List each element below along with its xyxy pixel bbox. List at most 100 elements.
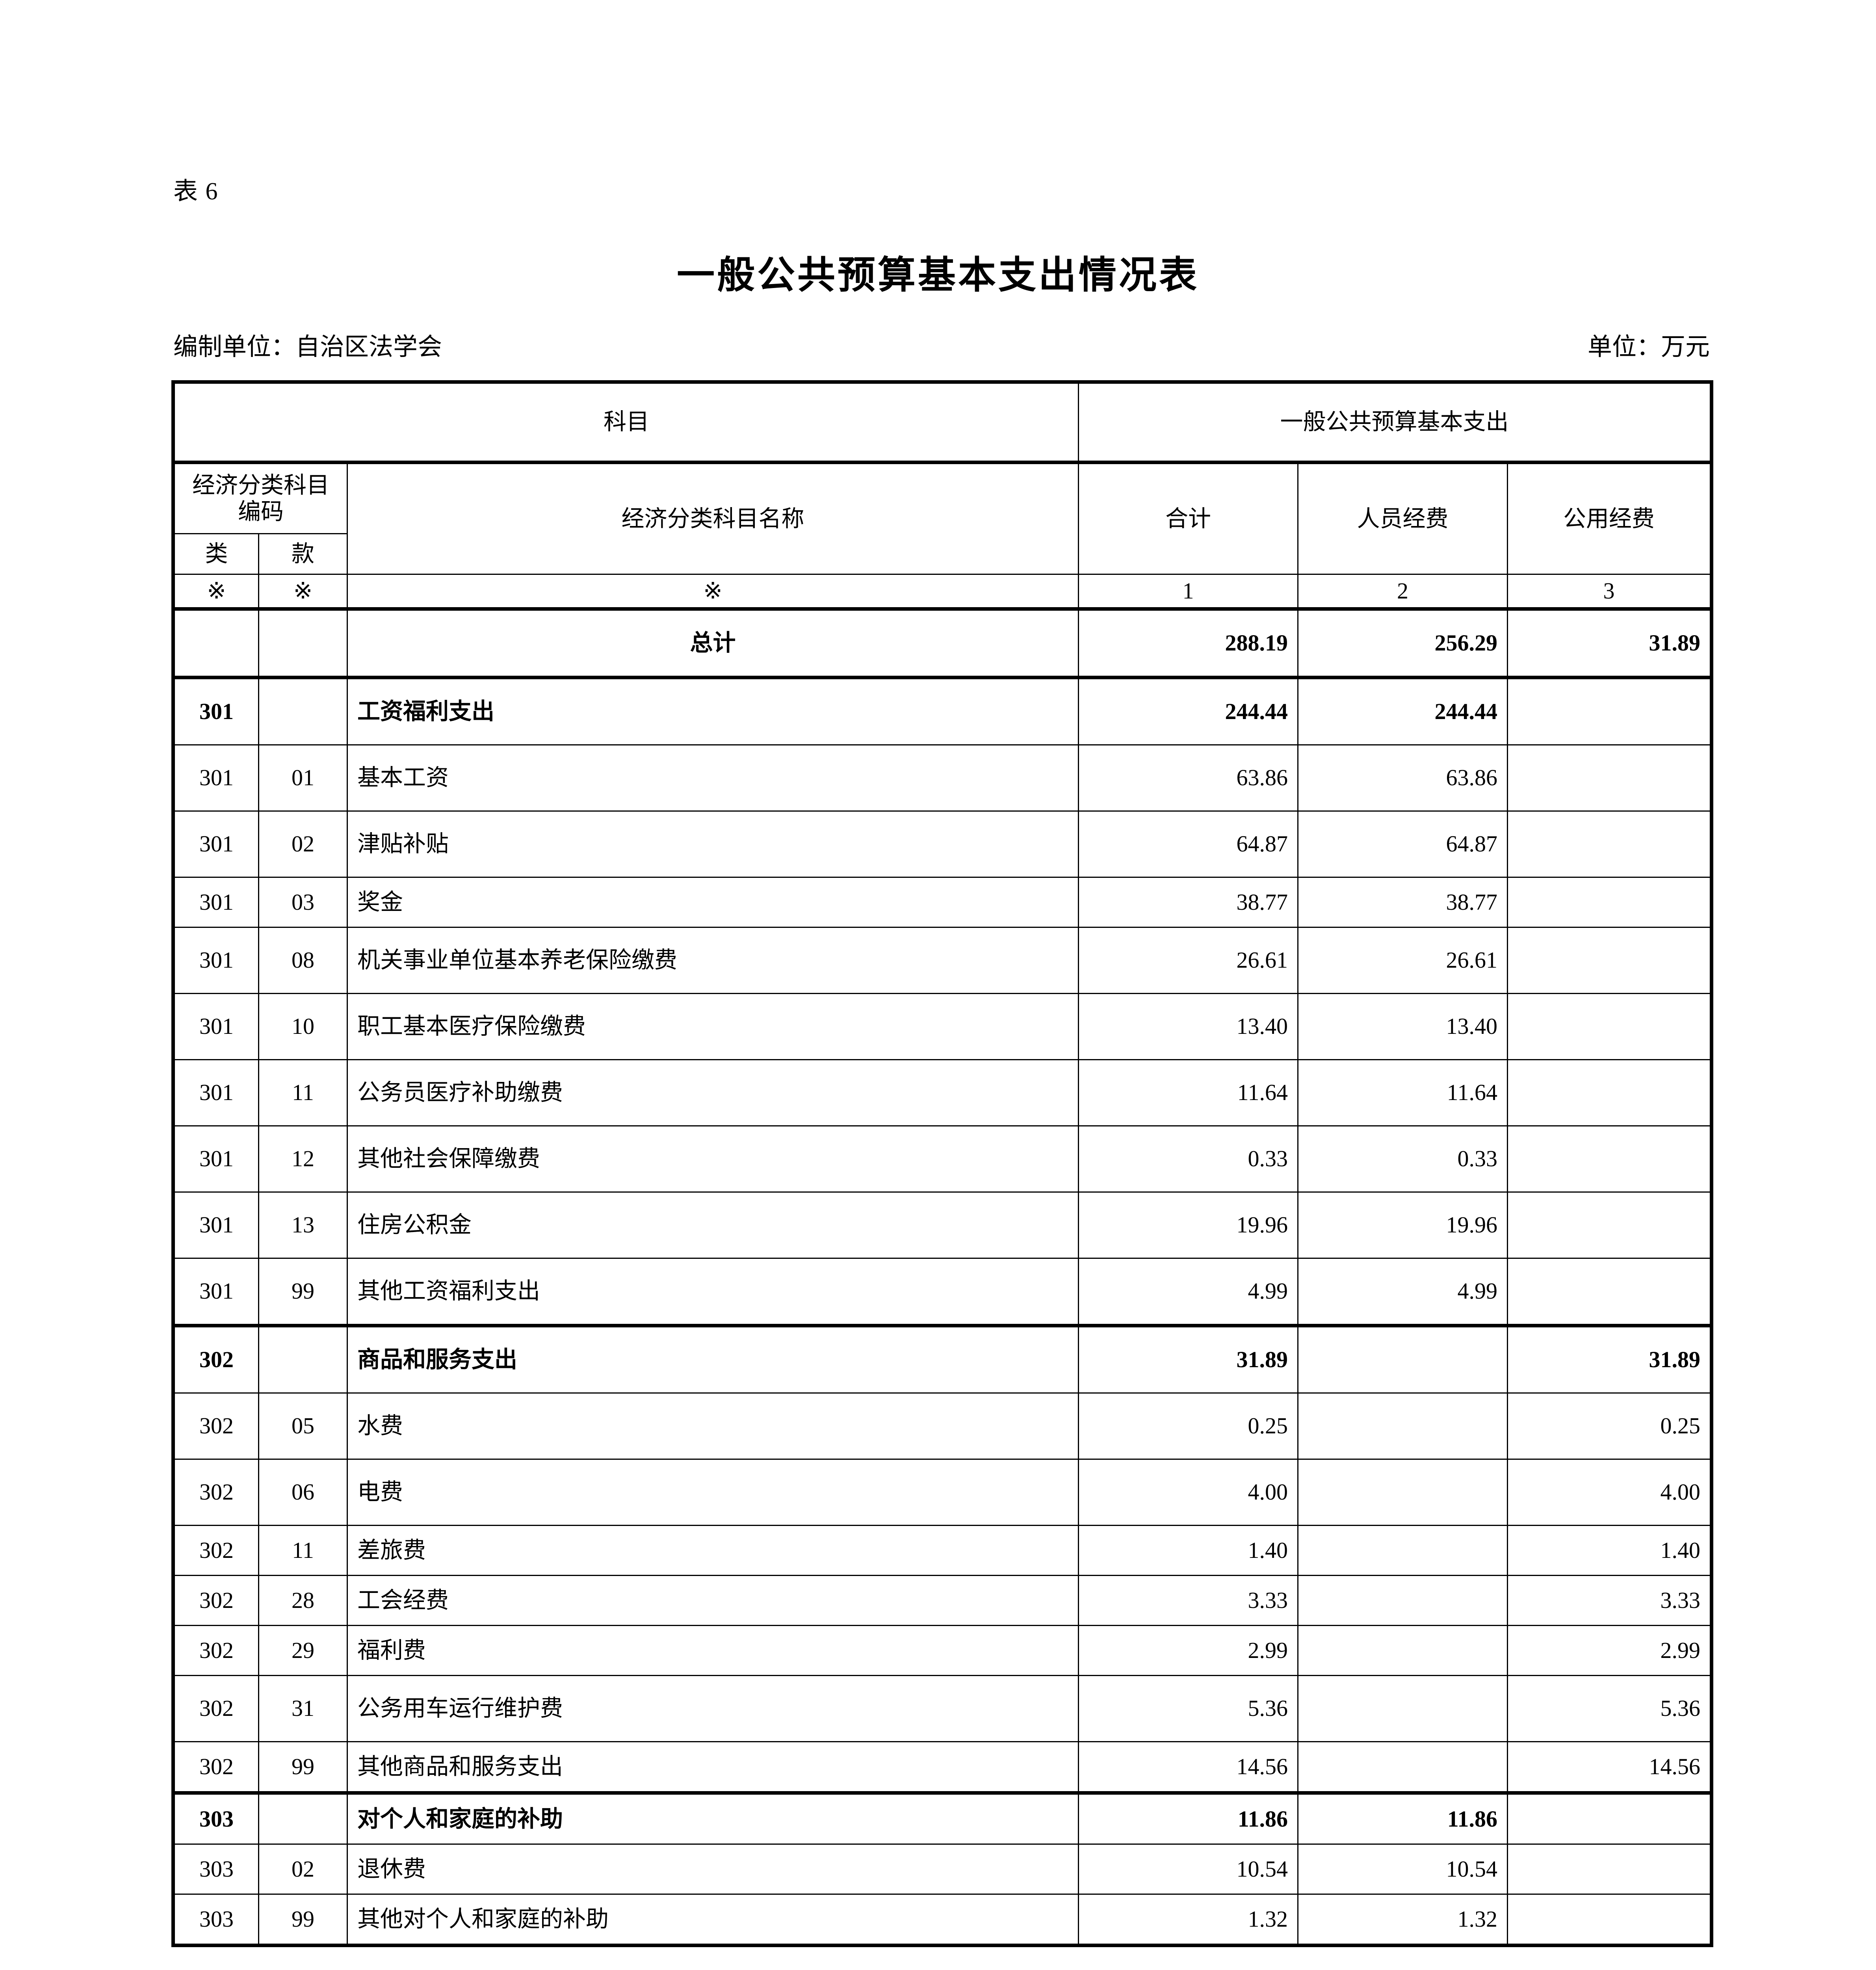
cell-total: 26.61 xyxy=(1078,927,1298,994)
table-row: 301 03 奖金 38.77 38.77 xyxy=(171,877,1714,928)
cell-staff xyxy=(1297,1675,1508,1742)
header-num-staff: 2 xyxy=(1297,574,1508,611)
header-col-staff: 人员经费 xyxy=(1297,461,1508,575)
header-col-name: 经济分类科目名称 xyxy=(347,461,1079,575)
cell-total: 64.87 xyxy=(1078,810,1298,878)
header-mark-name: ※ xyxy=(347,574,1079,611)
cell-lei: 302 xyxy=(171,1459,259,1526)
cell-total: 11.86 xyxy=(1078,1791,1298,1845)
cell-kuan: 01 xyxy=(258,744,348,812)
cell-staff: 256.29 xyxy=(1297,607,1508,679)
cell-public xyxy=(1506,1791,1714,1845)
table-row: 302 商品和服务支出 31.89 31.89 xyxy=(171,1324,1714,1394)
table-row: 301 13 住房公积金 19.96 19.96 xyxy=(171,1191,1714,1259)
cell-subject-name: 奖金 xyxy=(347,877,1079,928)
cell-public: 0.25 xyxy=(1506,1392,1714,1460)
table-row: 301 99 其他工资福利支出 4.99 4.99 xyxy=(171,1258,1714,1326)
cell-total: 2.99 xyxy=(1078,1625,1298,1676)
cell-total: 19.96 xyxy=(1078,1191,1298,1259)
table-header-row-1: 科目 一般公共预算基本支出 xyxy=(171,380,1714,463)
cell-kuan: 28 xyxy=(258,1575,348,1626)
cell-total: 4.00 xyxy=(1078,1459,1298,1526)
cell-public: 14.56 xyxy=(1506,1741,1714,1793)
table-row: 302 11 差旅费 1.40 1.40 xyxy=(171,1525,1714,1576)
page-title: 一般公共预算基本支出情况表 xyxy=(677,254,1199,296)
cell-subject-name: 职工基本医疗保险缴费 xyxy=(347,993,1079,1060)
cell-total: 11.64 xyxy=(1078,1059,1298,1126)
cell-public: 3.33 xyxy=(1506,1575,1714,1626)
cell-kuan: 06 xyxy=(258,1459,348,1526)
header-num-total: 1 xyxy=(1078,574,1298,611)
cell-kuan: 05 xyxy=(258,1392,348,1460)
cell-total: 38.77 xyxy=(1078,877,1298,928)
table-row: 302 99 其他商品和服务支出 14.56 14.56 xyxy=(171,1741,1714,1793)
cell-total: 10.54 xyxy=(1078,1844,1298,1895)
cell-total: 4.99 xyxy=(1078,1258,1298,1326)
cell-subject-name: 福利费 xyxy=(347,1625,1079,1676)
cell-lei xyxy=(171,607,259,679)
cell-kuan xyxy=(258,607,348,679)
cell-total: 13.40 xyxy=(1078,993,1298,1060)
cell-public xyxy=(1506,993,1714,1060)
cell-kuan: 02 xyxy=(258,810,348,878)
cell-total: 288.19 xyxy=(1078,607,1298,679)
table-header-row-3: 类 款 xyxy=(171,533,1712,575)
cell-public: 31.89 xyxy=(1506,607,1714,679)
cell-subject-name: 退休费 xyxy=(347,1844,1079,1895)
cell-subject-name: 其他社会保障缴费 xyxy=(347,1125,1079,1193)
cell-lei: 303 xyxy=(171,1894,259,1947)
table-row: 302 05 水费 0.25 0.25 xyxy=(171,1392,1714,1460)
table-row: 303 对个人和家庭的补助 11.86 11.86 xyxy=(171,1791,1714,1845)
budget-table: 科目 一般公共预算基本支出 经济分类科目编码 经济分类科目名称 合计 人员经费 … xyxy=(171,380,1714,1947)
cell-staff: 0.33 xyxy=(1297,1125,1508,1193)
header-col-lei: 类 xyxy=(171,533,259,575)
cell-lei: 301 xyxy=(171,676,259,745)
cell-staff: 244.44 xyxy=(1297,676,1508,745)
cell-subject-name: 公务员医疗补助缴费 xyxy=(347,1059,1079,1126)
table-meta: 编制单位：自治区法学会 单位：万元 xyxy=(173,335,1710,359)
cell-kuan: 29 xyxy=(258,1625,348,1676)
cell-public xyxy=(1506,1258,1714,1326)
table-row: 301 工资福利支出 244.44 244.44 xyxy=(171,676,1714,745)
cell-subject-name: 水费 xyxy=(347,1392,1079,1460)
cell-staff xyxy=(1297,1575,1508,1626)
budget-table-wrapper: 科目 一般公共预算基本支出 经济分类科目编码 经济分类科目名称 合计 人员经费 … xyxy=(171,380,1714,1947)
table-row: 302 28 工会经费 3.33 3.33 xyxy=(171,1575,1714,1626)
cell-public xyxy=(1506,877,1714,928)
cell-public xyxy=(1506,1894,1714,1947)
cell-subject-name: 商品和服务支出 xyxy=(347,1324,1079,1394)
cell-public: 5.36 xyxy=(1506,1675,1714,1742)
cell-kuan xyxy=(258,1791,348,1845)
cell-subject-name: 其他商品和服务支出 xyxy=(347,1741,1079,1793)
cell-lei: 301 xyxy=(171,877,259,928)
cell-lei: 302 xyxy=(171,1625,259,1676)
cell-kuan: 11 xyxy=(258,1525,348,1576)
cell-kuan: 99 xyxy=(258,1258,348,1326)
cell-public: 31.89 xyxy=(1506,1324,1714,1394)
cell-public xyxy=(1506,1844,1714,1895)
cell-total: 1.32 xyxy=(1078,1894,1298,1947)
cell-public xyxy=(1506,1125,1714,1193)
cell-lei: 302 xyxy=(171,1575,259,1626)
cell-total: 14.56 xyxy=(1078,1741,1298,1793)
cell-kuan: 99 xyxy=(258,1741,348,1793)
cell-total: 244.44 xyxy=(1078,676,1298,745)
cell-subject-name: 住房公积金 xyxy=(347,1191,1079,1259)
cell-staff xyxy=(1297,1741,1508,1793)
cell-total: 0.25 xyxy=(1078,1392,1298,1460)
cell-staff xyxy=(1297,1625,1508,1676)
table-row: 总计 288.19 256.29 31.89 xyxy=(171,607,1714,679)
cell-lei: 302 xyxy=(171,1525,259,1576)
table-row: 301 12 其他社会保障缴费 0.33 0.33 xyxy=(171,1125,1714,1193)
cell-subject-name: 机关事业单位基本养老保险缴费 xyxy=(347,927,1079,994)
cell-lei: 302 xyxy=(171,1675,259,1742)
cell-total: 63.86 xyxy=(1078,744,1298,812)
cell-subject-name: 基本工资 xyxy=(347,744,1079,812)
cell-lei: 301 xyxy=(171,1059,259,1126)
header-num-public: 3 xyxy=(1506,574,1714,611)
cell-subject-name: 其他工资福利支出 xyxy=(347,1258,1079,1326)
cell-lei: 301 xyxy=(171,927,259,994)
cell-subject-name: 公务用车运行维护费 xyxy=(347,1675,1079,1742)
table-row: 301 10 职工基本医疗保险缴费 13.40 13.40 xyxy=(171,993,1714,1060)
